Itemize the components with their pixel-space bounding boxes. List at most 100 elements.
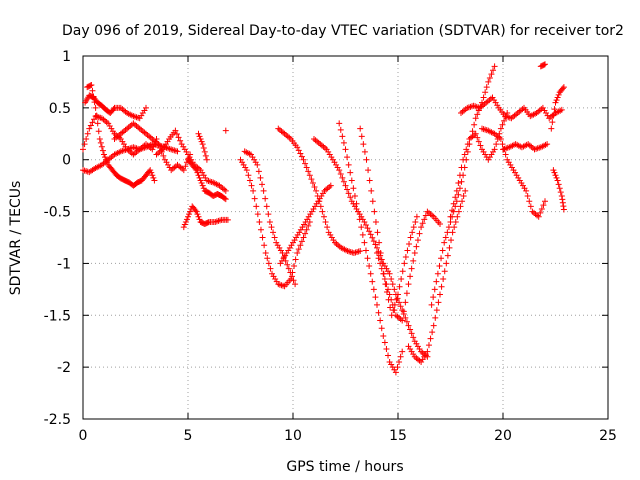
data-point [198, 138, 205, 145]
data-point [344, 186, 351, 193]
data-point [270, 229, 277, 236]
data-point [94, 120, 101, 127]
data-point [357, 247, 364, 254]
series-arc-f [153, 127, 229, 194]
data-point [257, 174, 264, 181]
data-point [444, 229, 451, 236]
data-point [221, 195, 228, 202]
data-point [475, 138, 482, 145]
data-point [352, 249, 359, 256]
data-point [360, 141, 367, 148]
data-point [502, 151, 509, 158]
data-point [455, 191, 462, 198]
data-point [377, 317, 384, 324]
chart-title: Day 096 of 2019, Sidereal Day-to-day VTE… [62, 23, 624, 39]
data-point [174, 148, 181, 155]
data-point [196, 216, 203, 223]
data-point [367, 231, 374, 238]
data-point [348, 177, 355, 184]
series-arc-v [458, 94, 565, 122]
series-arc-o [311, 135, 431, 360]
data-point [276, 281, 283, 288]
axis-tick-labels: 0 5 10 15 20 25 -2.5 -2 -1.5 -1 -0.5 0 0.5 1 [44, 49, 617, 444]
data-point [368, 187, 375, 194]
data-point [396, 358, 403, 365]
data-points [80, 61, 567, 376]
data-point [371, 208, 378, 215]
data-point [84, 130, 91, 137]
data-point [405, 322, 412, 329]
data-point [413, 243, 420, 250]
data-point [452, 194, 459, 201]
data-point [173, 131, 180, 138]
data-point [263, 203, 270, 210]
data-point [381, 275, 388, 282]
data-point [200, 145, 207, 152]
data-point [406, 240, 413, 247]
data-point [551, 169, 558, 176]
data-point [95, 128, 102, 135]
data-point [255, 168, 262, 175]
data-point [202, 152, 209, 159]
data-point [195, 213, 202, 220]
data-point [560, 84, 567, 91]
data-point [347, 169, 354, 176]
data-point [553, 174, 560, 181]
data-point [433, 278, 440, 285]
data-point [90, 93, 97, 100]
data-point [319, 208, 326, 215]
data-point [350, 250, 357, 257]
data-point [383, 281, 390, 288]
series-arc-x [500, 141, 551, 153]
data-point [298, 238, 305, 245]
data-point [377, 260, 384, 267]
data-point [287, 269, 294, 276]
data-point [450, 208, 457, 215]
y-tick-label: -2.5 [44, 412, 71, 428]
x-axis-label: GPS time / hours [286, 459, 403, 475]
data-point [130, 144, 137, 151]
series-arc-g [180, 203, 231, 231]
data-point [380, 333, 387, 340]
data-point [195, 172, 202, 179]
data-point [295, 246, 302, 253]
y-tick-label: -1.5 [44, 308, 71, 324]
data-point [378, 256, 385, 263]
data-point [303, 226, 310, 233]
data-point [375, 309, 382, 316]
data-point [479, 125, 485, 132]
series-arc-h [185, 156, 229, 203]
data-point [369, 198, 376, 205]
data-point [366, 177, 373, 184]
data-point [394, 295, 401, 302]
data-point [311, 183, 318, 190]
data-point [355, 248, 362, 255]
series-arc-r [374, 208, 443, 324]
data-point [347, 194, 354, 201]
y-tick-label: -0.5 [44, 205, 71, 221]
data-point [264, 255, 271, 262]
data-point [193, 208, 200, 215]
y-tick-label: 0.5 [49, 101, 71, 117]
data-point [372, 294, 379, 301]
data-point [378, 325, 385, 332]
data-point [411, 250, 418, 257]
data-point [554, 177, 561, 184]
data-point [428, 301, 435, 308]
data-point [477, 142, 484, 149]
series-arc-l [241, 148, 299, 288]
data-point [271, 234, 278, 241]
data-point [259, 234, 266, 241]
data-point [149, 146, 156, 153]
data-point [181, 221, 188, 228]
data-point [294, 144, 301, 151]
data-point [336, 167, 343, 174]
data-point [394, 364, 401, 371]
data-point [527, 203, 534, 210]
data-point [265, 260, 272, 267]
data-point [490, 67, 497, 74]
data-point [431, 286, 438, 293]
data-point [92, 113, 99, 120]
data-point [462, 187, 469, 194]
data-point [419, 220, 426, 227]
